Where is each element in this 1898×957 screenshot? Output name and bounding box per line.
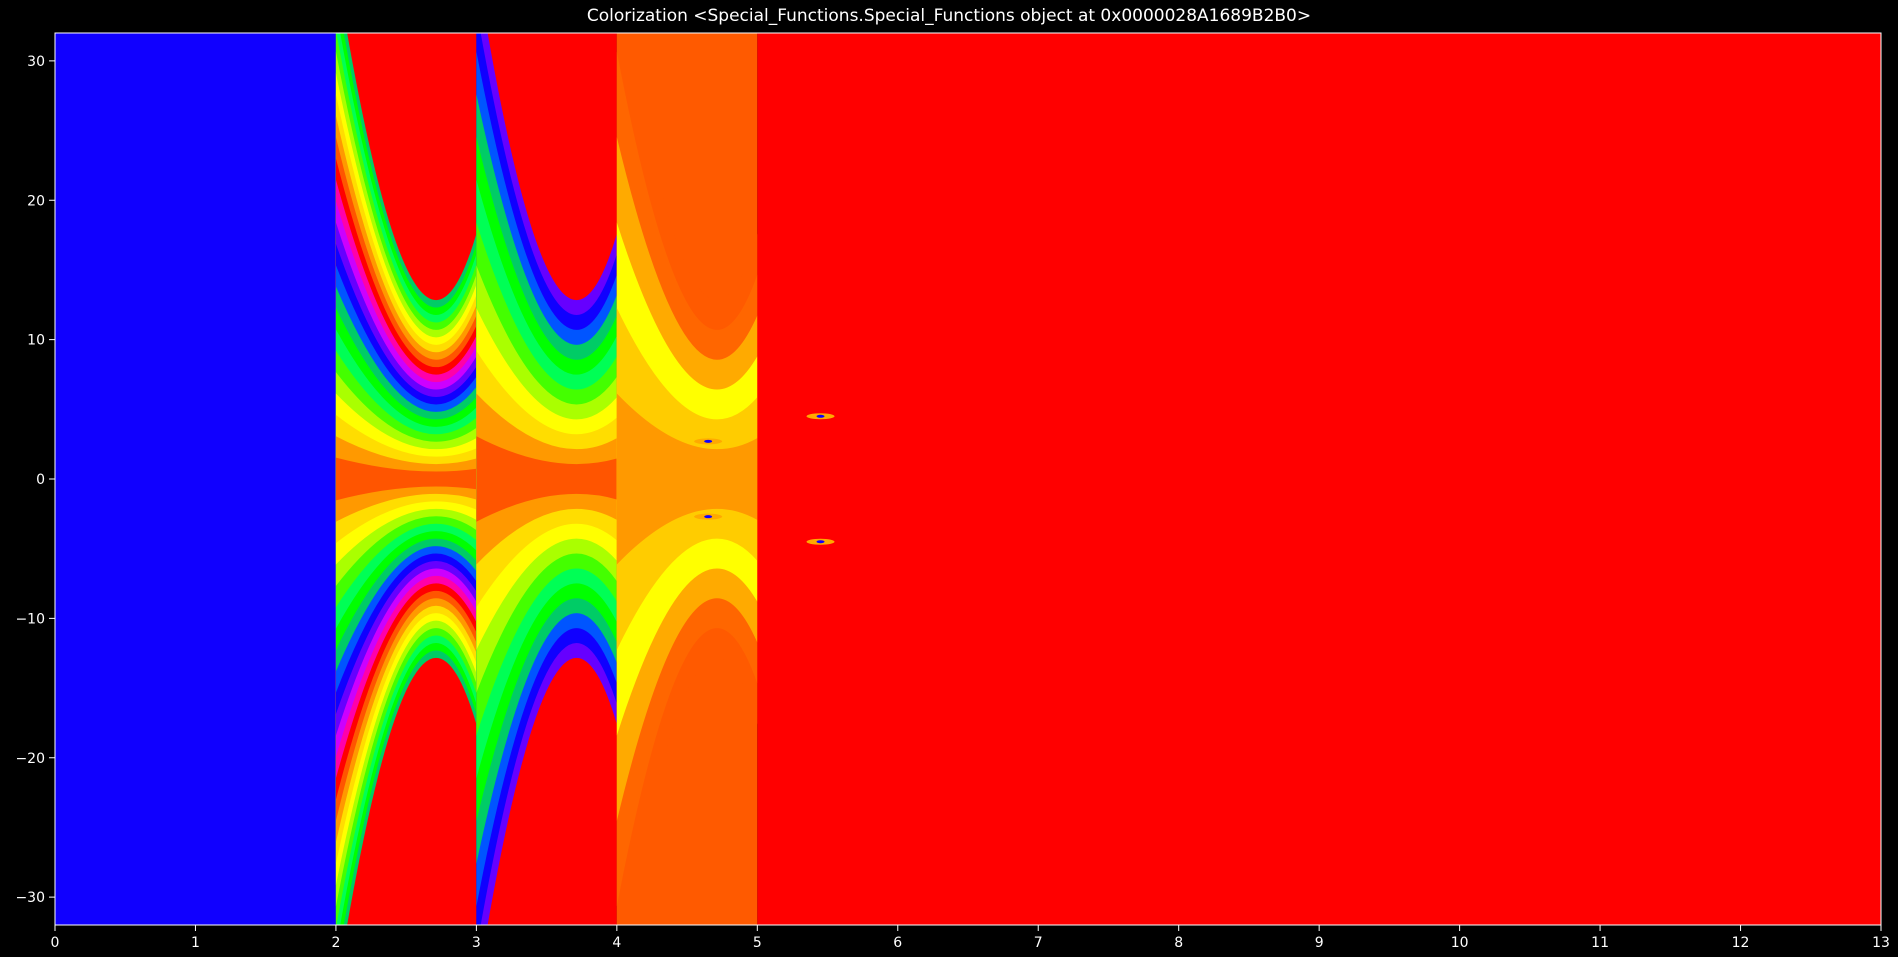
x-tick-label: 6	[893, 935, 902, 951]
region-0	[55, 33, 336, 925]
x-tick-label: 7	[1034, 935, 1043, 951]
feature-spot-core	[704, 515, 713, 519]
x-tick-label: 13	[1872, 935, 1890, 951]
y-tick-label: 20	[27, 193, 45, 209]
x-tick-label: 11	[1591, 935, 1609, 951]
x-tick-label: 4	[612, 935, 621, 951]
y-tick-label: −30	[15, 890, 45, 906]
x-tick-label: 3	[472, 935, 481, 951]
x-tick-label: 2	[331, 935, 340, 951]
x-tick-label: 8	[1174, 935, 1183, 951]
region-3	[616, 33, 758, 925]
x-tick-label: 5	[753, 935, 762, 951]
y-tick-label: 30	[27, 54, 45, 70]
y-tick-label: 10	[27, 333, 45, 349]
y-tick-label: −20	[15, 751, 45, 767]
feature-spot-core	[816, 540, 825, 544]
feature-spot-core	[816, 414, 825, 418]
region-4	[757, 33, 1881, 925]
x-tick-label: 9	[1315, 935, 1324, 951]
y-tick-label: 0	[36, 472, 45, 488]
x-tick-label: 10	[1451, 935, 1469, 951]
x-tick-label: 0	[51, 935, 60, 951]
feature-spot-core	[704, 439, 713, 443]
region-1	[335, 33, 477, 925]
x-tick-label: 1	[191, 935, 200, 951]
x-tick-label: 12	[1732, 935, 1750, 951]
y-axis: 30 20 10 0 −10 −20 −30	[15, 54, 55, 906]
x-axis: 0 1 2 3 4 5 6 7 8 9 10 11 12 13	[51, 925, 1890, 951]
heatmap-image	[55, 33, 1881, 925]
region-2	[476, 33, 617, 925]
y-tick-label: −10	[15, 611, 45, 627]
chart-title: Colorization <Special_Functions.Special_…	[586, 6, 1312, 26]
